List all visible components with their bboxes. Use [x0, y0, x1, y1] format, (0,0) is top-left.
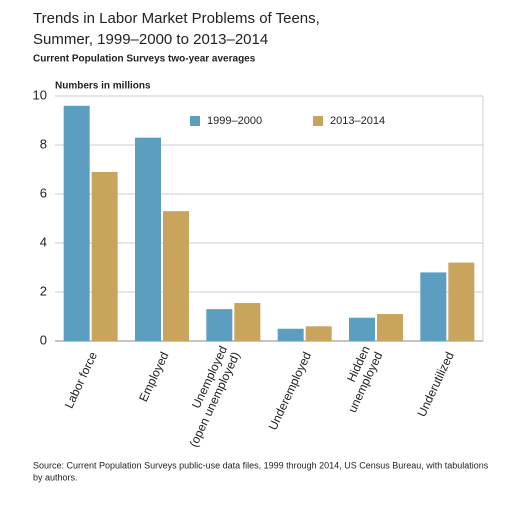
bar	[234, 303, 261, 341]
x-tick-label: Hiddenunemployed	[333, 344, 386, 415]
chart-title: Summer, 1999–2000 to 2013–2014	[33, 31, 268, 48]
y-tick-label: 6	[40, 185, 47, 200]
x-tick-label-line: Employed	[136, 350, 171, 404]
chart-title: Trends in Labor Market Problems of Teens…	[33, 10, 320, 27]
x-tick-label: Underutilized	[415, 350, 457, 419]
source-note: Source: Current Population Surveys publi…	[33, 460, 489, 470]
bar	[135, 137, 161, 341]
y-tick-label: 10	[33, 87, 47, 102]
bar	[349, 317, 375, 341]
bar	[63, 105, 90, 341]
bar	[91, 171, 118, 341]
bar	[305, 326, 332, 341]
legend-swatch	[313, 116, 323, 126]
x-tick-label-line: Labor force	[62, 349, 100, 410]
legend-label: 2013–2014	[330, 115, 385, 127]
y-axis-label: Numbers in millions	[55, 81, 151, 92]
x-tick-label: Unemployed(open unemployed)	[174, 344, 243, 450]
y-tick-label: 4	[40, 234, 47, 249]
y-tick-label: 8	[40, 136, 47, 151]
bar	[377, 314, 403, 341]
x-tick-label-line: Underemployed	[266, 350, 314, 433]
y-tick-label: 2	[40, 283, 47, 298]
bar	[448, 262, 475, 341]
legend-label: 1999–2000	[207, 115, 262, 127]
x-tick-label: Underemployed	[266, 350, 314, 433]
legend-swatch	[190, 116, 200, 126]
bar	[206, 309, 233, 341]
bar	[163, 211, 189, 341]
bar	[277, 328, 304, 341]
bar	[420, 272, 447, 341]
chart-subtitle: Current Population Surveys two-year aver…	[33, 54, 256, 65]
source-note: by authors.	[33, 472, 78, 482]
x-tick-label: Employed	[136, 350, 171, 404]
x-tick-label: Labor force	[62, 349, 100, 410]
x-tick-label-line: Underutilized	[415, 350, 457, 419]
y-tick-label: 0	[40, 332, 47, 347]
